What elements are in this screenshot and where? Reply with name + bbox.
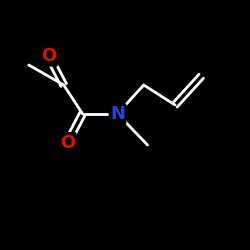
Text: O: O bbox=[60, 134, 75, 152]
Text: O: O bbox=[41, 47, 56, 65]
Text: N: N bbox=[110, 105, 125, 123]
